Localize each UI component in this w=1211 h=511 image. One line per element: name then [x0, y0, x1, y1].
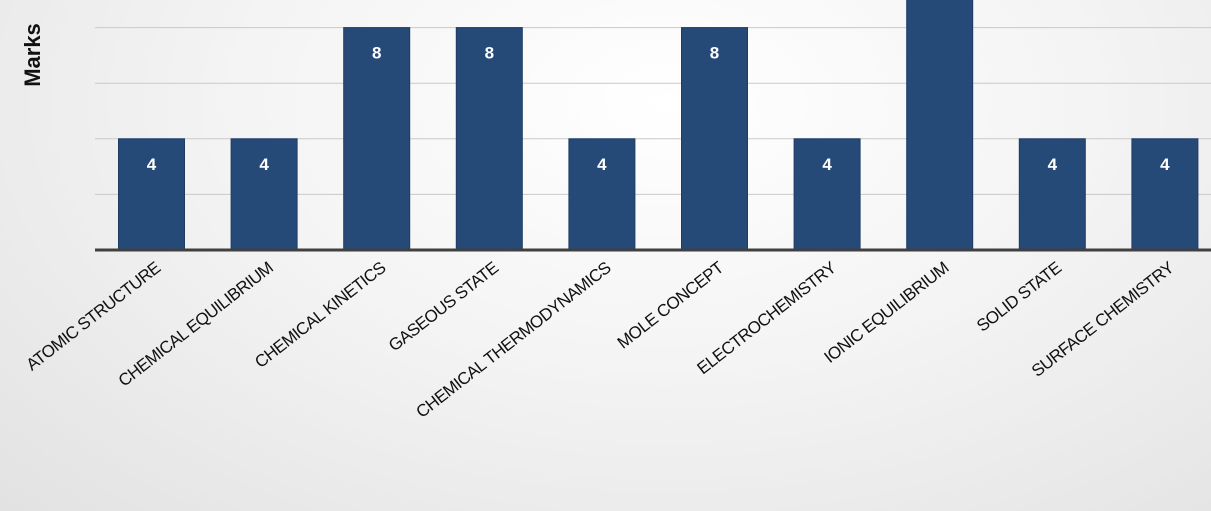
data-labels: 4 4 8 8 4 8 4 4 4	[147, 44, 1170, 174]
data-label: 4	[1160, 155, 1170, 174]
bar	[906, 0, 974, 251]
data-label: 4	[1048, 155, 1058, 174]
data-label: 4	[147, 155, 157, 174]
bar	[118, 138, 185, 251]
bar	[793, 138, 861, 251]
data-label: 4	[597, 155, 607, 174]
bar	[455, 27, 523, 251]
x-tick-label: IONIC EQUILIBRIUM	[820, 258, 952, 367]
bar	[568, 138, 636, 251]
data-label: 8	[710, 44, 719, 63]
x-tick-label: GASEOUS STATE	[385, 258, 502, 355]
bar	[1018, 138, 1086, 251]
bar	[681, 27, 748, 251]
data-label: 4	[259, 155, 269, 174]
data-label: 8	[372, 44, 381, 63]
bars	[118, 0, 1199, 251]
data-label: 8	[485, 44, 494, 63]
bar	[343, 27, 411, 251]
bar	[1131, 138, 1199, 251]
x-tick-label: SOLID STATE	[973, 258, 1065, 336]
data-label: 4	[822, 155, 832, 174]
x-tick-label: CHEMICAL THERMODYNAMICS	[413, 258, 615, 422]
x-tick-label: MOLE CONCEPT	[614, 258, 727, 352]
y-axis-title: Marks	[20, 23, 45, 87]
